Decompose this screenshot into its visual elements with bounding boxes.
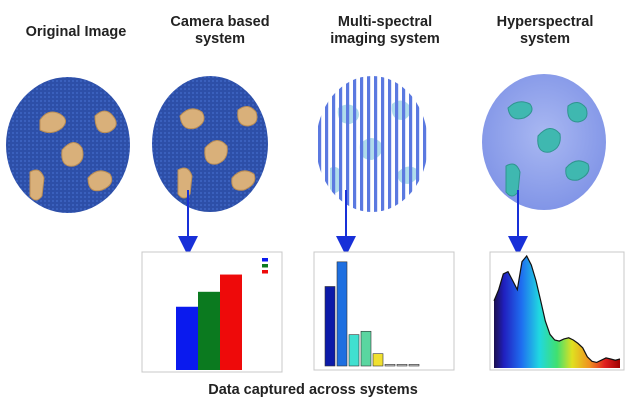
ms-bar	[336, 261, 348, 367]
stripe	[325, 76, 329, 212]
hyperspectral-dish	[482, 74, 606, 210]
spectrum-area	[494, 256, 620, 368]
ms-bar	[372, 353, 384, 367]
stripe	[402, 76, 406, 212]
original-image-dish	[6, 77, 130, 213]
stripe	[416, 76, 420, 212]
spectrum-line	[493, 254, 621, 364]
rgb-legend-swatch	[262, 258, 268, 262]
stripe	[339, 76, 343, 212]
rgb-bar-B	[176, 306, 198, 370]
stripe	[395, 76, 399, 212]
rgb-bar-G	[198, 291, 220, 370]
hyperspectral-chart	[489, 251, 625, 371]
rgb-legend-swatch	[262, 264, 268, 268]
stripe	[367, 76, 371, 212]
header-multispectral-system: Multi-spectral imaging system	[330, 14, 440, 47]
multispectral-dish	[316, 76, 428, 212]
stripe	[318, 76, 322, 212]
stripe	[423, 76, 427, 212]
ms-bar	[348, 334, 360, 367]
stripe	[388, 76, 392, 212]
stripe	[360, 76, 364, 212]
ms-bar	[360, 330, 372, 367]
stripe	[332, 76, 336, 212]
ms-bar	[324, 286, 336, 367]
ms-bar	[396, 364, 408, 367]
stripe	[353, 76, 357, 212]
multispectral-chart	[313, 251, 455, 371]
food-samples	[29, 110, 117, 201]
rgb-legend-swatch	[262, 270, 268, 274]
header-camera-system: Camera based system	[170, 14, 270, 47]
rgb-bar-R	[220, 274, 242, 370]
stripe	[374, 76, 378, 212]
header-hyperspectral-system: Hyperspectral system	[496, 14, 594, 47]
header-original-image: Original Image	[25, 24, 127, 40]
food-samples	[177, 106, 258, 199]
ms-bar	[408, 364, 420, 367]
ms-bar	[384, 364, 396, 367]
food-samples	[505, 101, 590, 197]
stripe	[381, 76, 385, 212]
stripe	[346, 76, 350, 212]
spectral-stripes	[318, 76, 427, 212]
stripe	[409, 76, 413, 212]
diagram-caption: Data captured across systems	[208, 382, 418, 398]
camera-dish	[152, 76, 268, 212]
rgb-chart	[141, 251, 283, 373]
